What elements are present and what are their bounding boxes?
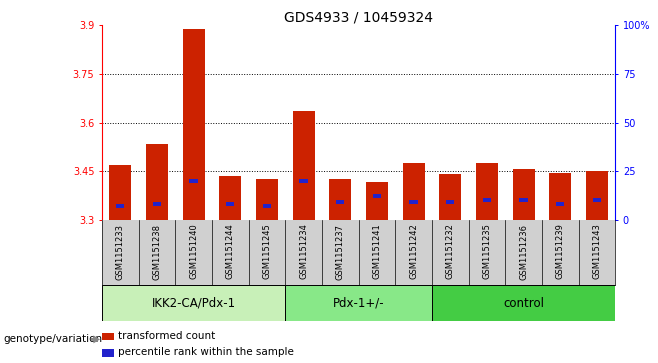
Bar: [403, 163, 424, 220]
Bar: [373, 194, 381, 199]
Text: GSM1151235: GSM1151235: [482, 224, 492, 280]
Text: GSM1151240: GSM1151240: [189, 224, 198, 279]
Text: control: control: [503, 297, 544, 310]
Bar: [190, 179, 198, 183]
Bar: [109, 164, 132, 220]
Bar: [226, 202, 234, 206]
Text: GSM1151243: GSM1151243: [592, 224, 601, 280]
Text: percentile rank within the sample: percentile rank within the sample: [118, 347, 294, 357]
Bar: [366, 182, 388, 220]
Bar: [549, 173, 571, 220]
Bar: [153, 202, 161, 206]
Text: GSM1151242: GSM1151242: [409, 224, 418, 279]
Bar: [102, 333, 114, 340]
Bar: [440, 174, 461, 220]
Bar: [432, 285, 615, 321]
Bar: [219, 176, 241, 220]
Text: GSM1151233: GSM1151233: [116, 224, 125, 280]
Bar: [593, 198, 601, 202]
Text: GSM1151232: GSM1151232: [445, 224, 455, 280]
Bar: [286, 285, 432, 321]
Text: genotype/variation: genotype/variation: [3, 334, 103, 344]
Bar: [116, 204, 124, 208]
Text: transformed count: transformed count: [118, 331, 216, 341]
Text: GSM1151236: GSM1151236: [519, 224, 528, 280]
Bar: [263, 204, 271, 208]
Bar: [256, 179, 278, 220]
Bar: [586, 171, 608, 220]
Bar: [483, 198, 491, 202]
Text: IKK2-CA/Pdx-1: IKK2-CA/Pdx-1: [151, 297, 236, 310]
Text: GSM1151238: GSM1151238: [153, 224, 161, 280]
Bar: [519, 198, 528, 202]
Bar: [476, 163, 498, 220]
Bar: [336, 200, 344, 204]
Text: GSM1151234: GSM1151234: [299, 224, 308, 280]
Title: GDS4933 / 10459324: GDS4933 / 10459324: [284, 10, 433, 24]
Bar: [102, 349, 114, 357]
Text: GSM1151237: GSM1151237: [336, 224, 345, 280]
Bar: [293, 111, 315, 220]
Bar: [299, 179, 308, 183]
Bar: [146, 143, 168, 220]
Text: GSM1151239: GSM1151239: [556, 224, 565, 280]
Text: GSM1151241: GSM1151241: [372, 224, 382, 279]
Bar: [556, 202, 565, 206]
Bar: [183, 29, 205, 220]
Bar: [446, 200, 455, 204]
Bar: [102, 285, 286, 321]
Bar: [513, 170, 534, 220]
Text: GSM1151244: GSM1151244: [226, 224, 235, 279]
Bar: [409, 200, 418, 204]
Text: Pdx-1+/-: Pdx-1+/-: [333, 297, 384, 310]
Bar: [329, 179, 351, 220]
Text: GSM1151245: GSM1151245: [263, 224, 272, 279]
